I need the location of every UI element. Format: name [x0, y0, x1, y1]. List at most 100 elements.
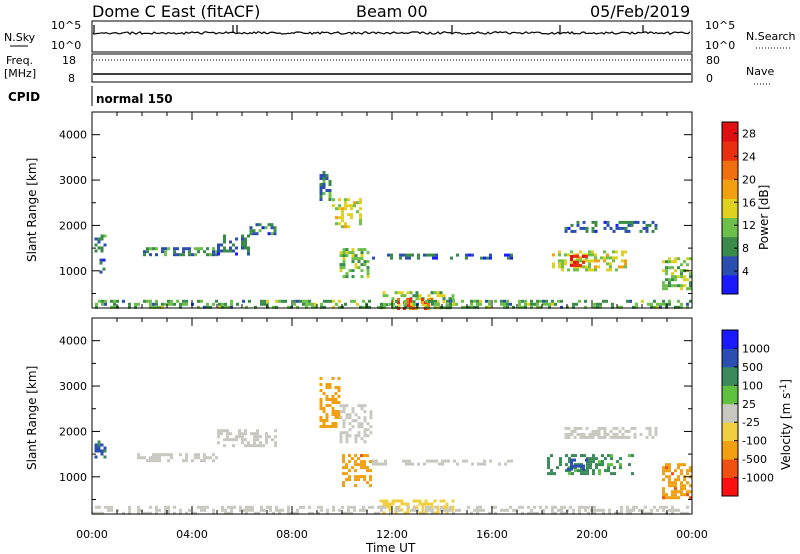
echo-cell	[482, 508, 485, 512]
echo-cell	[328, 183, 332, 186]
echo-cell	[379, 499, 383, 503]
echo-cell	[570, 467, 573, 471]
echo-cell	[641, 299, 644, 303]
echo-cell	[573, 260, 576, 264]
echo-cell	[686, 472, 689, 476]
echo-cell	[418, 297, 422, 301]
velocity-echo-region	[342, 454, 372, 488]
echo-cell	[101, 302, 104, 306]
echo-cell	[345, 431, 349, 435]
echo-cell	[100, 449, 104, 453]
velocity-echo-region	[547, 454, 634, 476]
echo-cell	[249, 229, 253, 233]
echo-cell	[606, 256, 609, 260]
echo-cell	[363, 416, 367, 420]
noise-tick-right-top: 10^5	[705, 19, 735, 32]
echo-cell	[325, 386, 329, 389]
echo-cell	[173, 247, 176, 251]
velocity-ylabel: Slant Range [km]	[25, 366, 39, 470]
echo-cell	[445, 502, 449, 506]
echo-cell	[97, 237, 101, 241]
echo-cell	[360, 404, 364, 408]
echo-cell	[597, 265, 600, 269]
colorbar-tick-label: 500	[742, 361, 763, 374]
echo-cell	[576, 464, 579, 468]
echo-cell	[146, 250, 149, 254]
echo-cell	[197, 247, 200, 251]
echo-cell	[530, 305, 533, 309]
colorbar-segment	[722, 217, 738, 238]
echo-cell	[594, 253, 597, 257]
echo-cell	[668, 475, 671, 479]
echo-cell	[217, 429, 220, 433]
echo-cell	[256, 429, 259, 433]
echo-cell	[328, 180, 332, 183]
echo-cell	[381, 462, 384, 466]
echo-cell	[362, 299, 365, 303]
echo-cell	[155, 247, 158, 251]
echo-cell	[597, 426, 601, 430]
echo-cell	[328, 398, 332, 401]
echo-cell	[212, 247, 215, 251]
echo-cell	[331, 401, 335, 404]
echo-cell	[362, 505, 365, 509]
echo-cell	[548, 305, 551, 309]
echo-cell	[591, 435, 595, 439]
echo-cell	[235, 252, 238, 256]
echo-cell	[230, 302, 233, 306]
echo-cell	[244, 444, 247, 448]
echo-cell	[429, 253, 432, 257]
echo-cell	[507, 256, 510, 260]
echo-cell	[683, 284, 686, 288]
echo-cell	[421, 508, 425, 512]
velocity-panel-frame	[91, 317, 693, 515]
echo-cell	[560, 305, 563, 309]
echo-cell	[539, 305, 542, 309]
echo-cell	[451, 505, 455, 509]
echo-cell	[576, 432, 580, 436]
echo-cell	[244, 246, 247, 250]
echo-cell	[325, 419, 329, 422]
echo-cell	[455, 508, 458, 512]
echo-cell	[586, 463, 589, 467]
echo-cell	[677, 275, 680, 279]
echo-cell	[644, 505, 647, 509]
echo-cell	[392, 302, 395, 306]
echo-cell	[248, 508, 251, 512]
echo-cell	[567, 253, 570, 257]
echo-cell	[342, 263, 346, 267]
echo-cell	[260, 299, 263, 303]
echo-cell	[197, 456, 200, 460]
echo-cell	[197, 505, 200, 509]
echo-cell	[137, 302, 140, 306]
echo-cell	[359, 213, 362, 217]
echo-cell	[592, 457, 595, 461]
echo-cell	[412, 300, 416, 304]
echo-cell	[203, 453, 206, 457]
echo-cell	[627, 223, 631, 227]
echo-cell	[606, 223, 610, 227]
echo-cell	[424, 502, 428, 506]
echo-cell	[406, 508, 410, 512]
echo-cell	[677, 266, 680, 270]
echo-cell	[382, 499, 386, 503]
echo-cell	[98, 511, 101, 515]
echo-cell	[223, 240, 226, 244]
echo-cell	[348, 413, 352, 417]
echo-cell	[137, 505, 140, 509]
echo-cell	[556, 466, 559, 470]
echo-cell	[104, 505, 107, 509]
echo-cell	[238, 429, 241, 433]
echo-cell	[348, 460, 351, 464]
echo-cell	[218, 302, 221, 306]
echo-cell	[342, 466, 345, 470]
echo-cell	[229, 432, 232, 436]
echo-cell	[363, 434, 367, 438]
echo-cell	[619, 466, 622, 470]
echo-cell	[662, 287, 665, 291]
echo-cell	[354, 254, 358, 258]
echo-cell	[665, 466, 668, 470]
echo-cell	[565, 454, 568, 458]
echo-cell	[605, 299, 608, 303]
